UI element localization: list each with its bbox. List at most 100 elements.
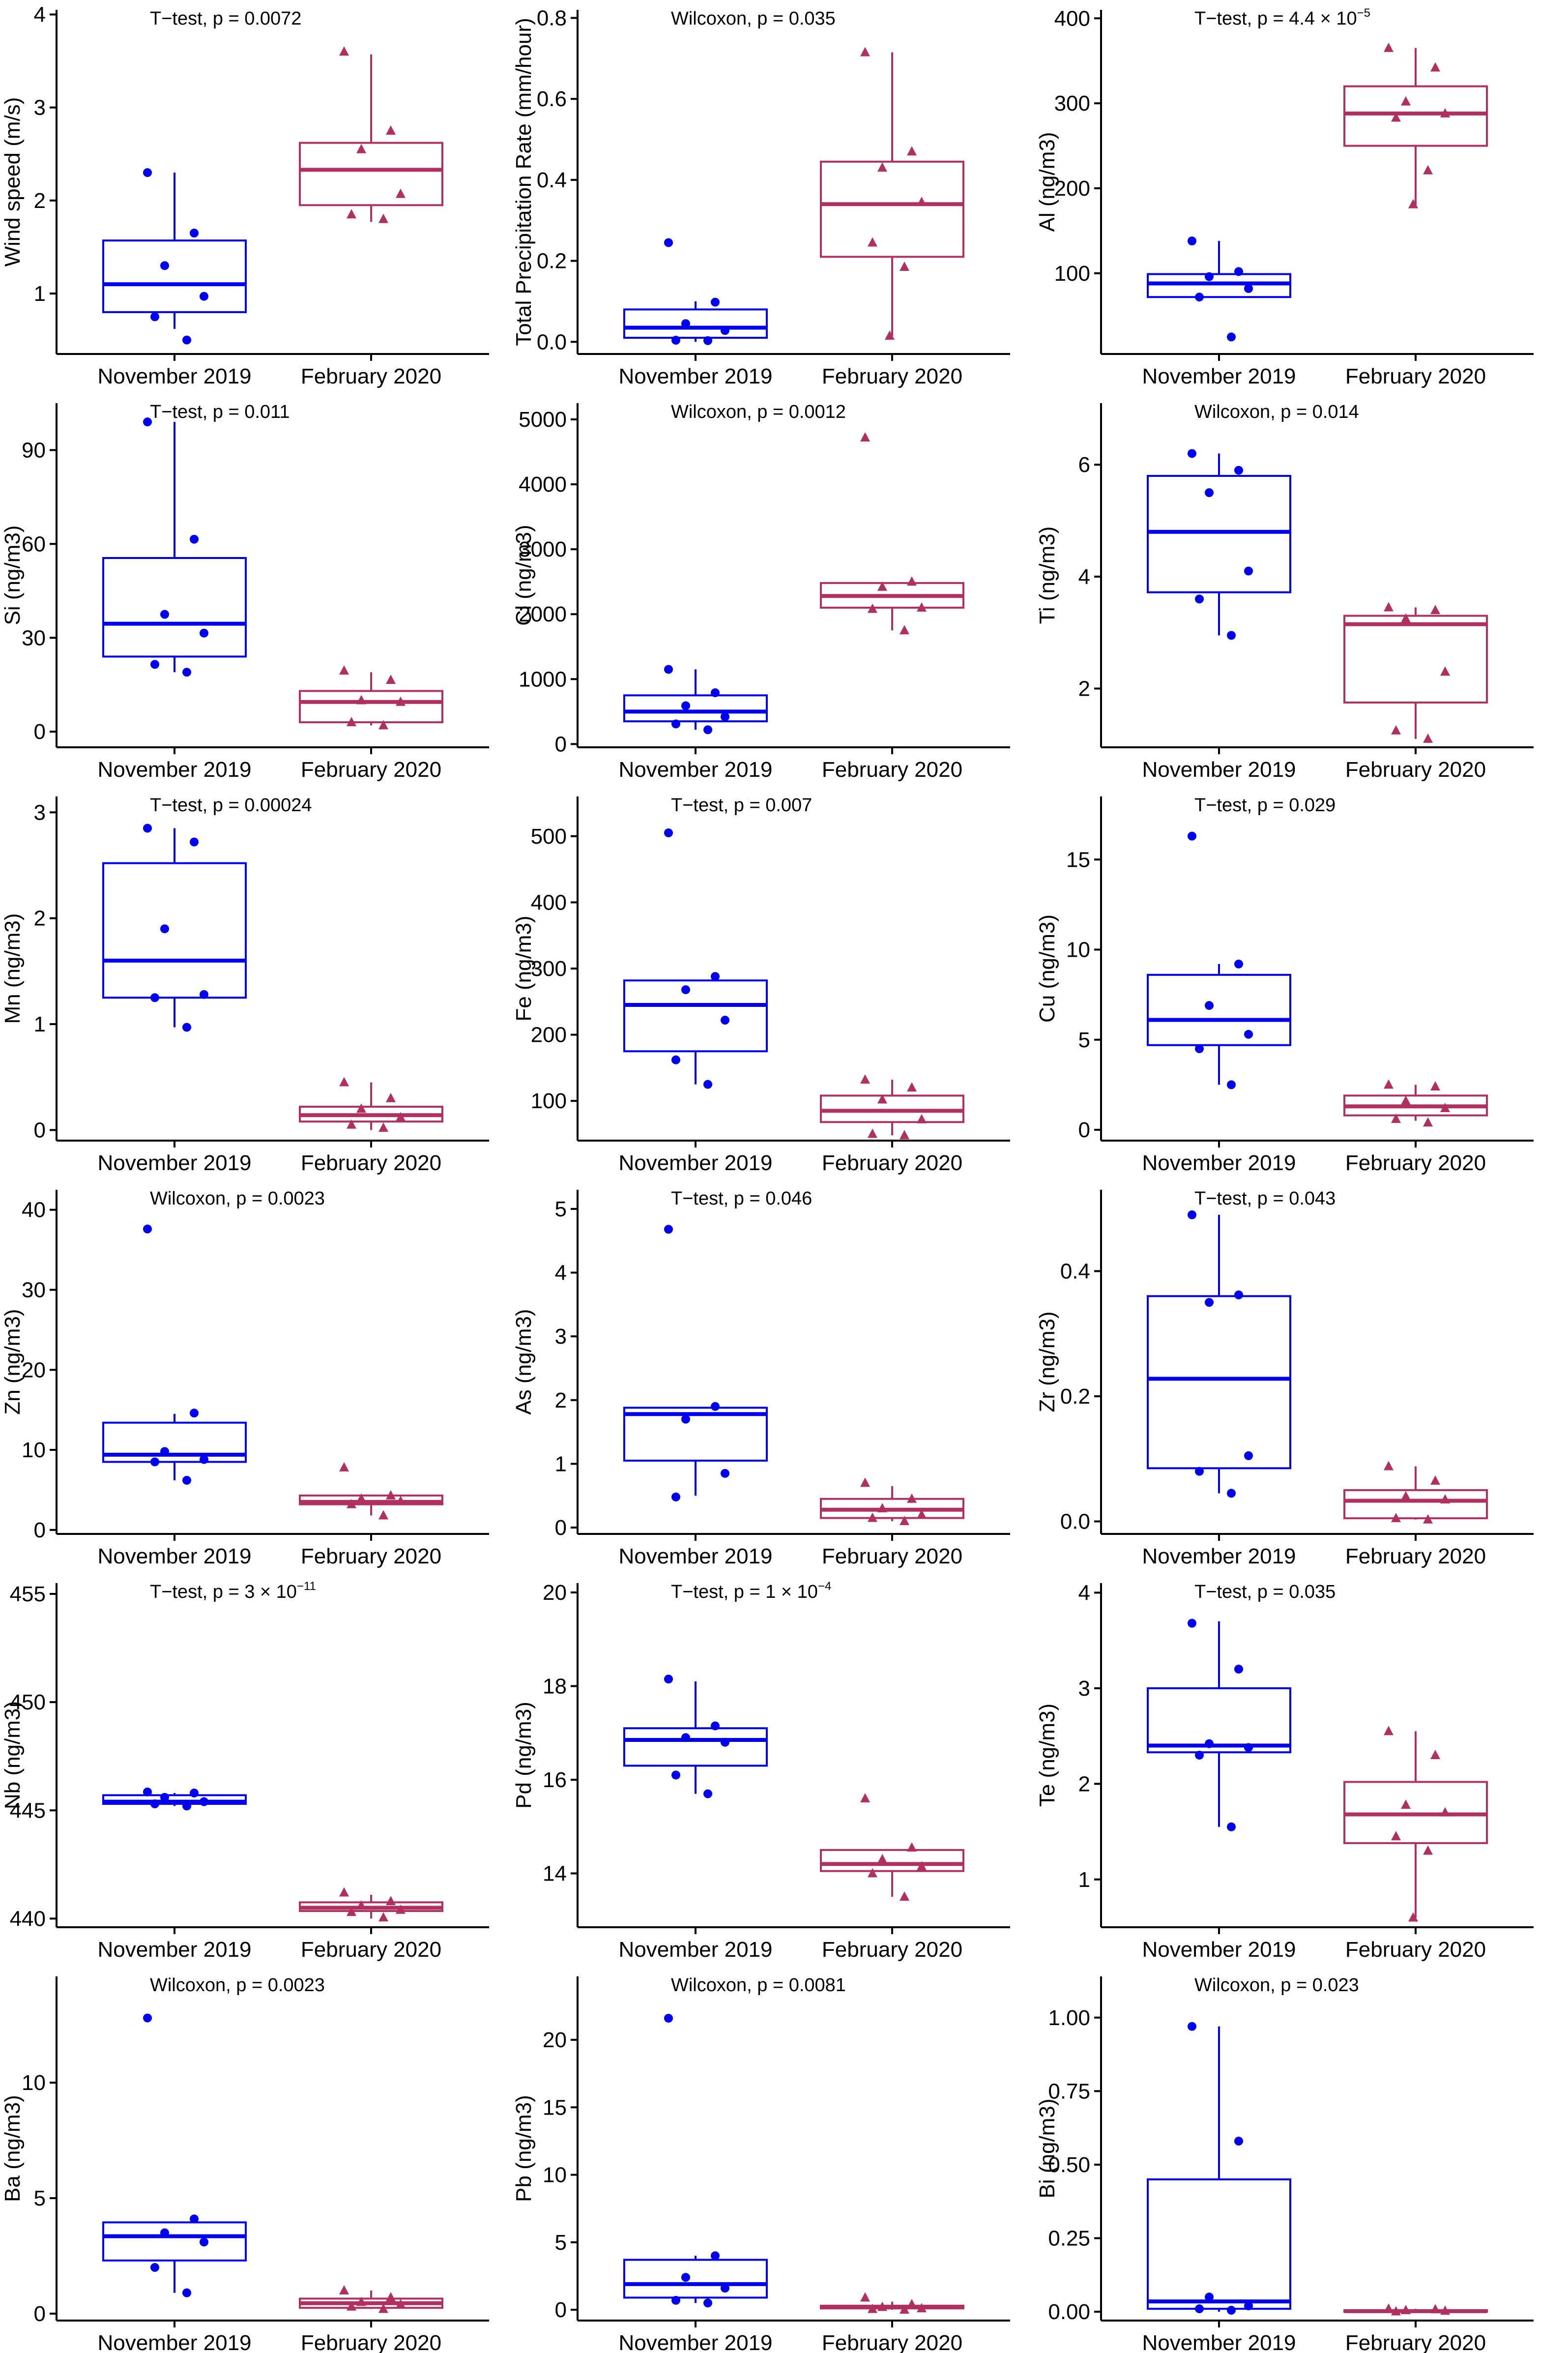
data-point xyxy=(356,695,366,705)
data-point xyxy=(907,576,917,586)
data-point xyxy=(190,229,199,238)
y-tick-label: 30 xyxy=(22,1278,46,1302)
y-tick-label: 1000 xyxy=(519,667,567,691)
data-point xyxy=(1401,96,1411,106)
data-point xyxy=(1440,666,1450,676)
data-point xyxy=(1227,1822,1236,1831)
series-november-2019 xyxy=(623,828,768,1089)
series-november-2019 xyxy=(1147,1210,1291,1498)
data-point xyxy=(664,1675,673,1684)
series-november-2019 xyxy=(102,1787,247,1811)
y-axis-title: Fe (ng/m3) xyxy=(512,915,536,1021)
data-point xyxy=(711,1721,720,1731)
data-point xyxy=(143,1224,152,1234)
data-point xyxy=(339,2285,349,2294)
series-november-2019 xyxy=(102,2013,247,2297)
data-point xyxy=(1195,2304,1204,2314)
y-tick-label: 90 xyxy=(22,438,46,462)
box xyxy=(623,1407,768,1462)
data-point xyxy=(150,660,159,669)
y-tick-label: 20 xyxy=(543,1581,567,1605)
data-point xyxy=(1188,831,1196,841)
y-tick-label: 1.00 xyxy=(1048,2006,1090,2030)
x-tick-label: February 2020 xyxy=(301,1938,441,1962)
data-point xyxy=(160,1793,169,1802)
box xyxy=(102,1421,247,1463)
y-tick-label: 4000 xyxy=(519,472,567,497)
data-point xyxy=(664,238,673,247)
y-axis-title: Ba (ng/m3) xyxy=(0,2095,25,2202)
y-tick-label: 5 xyxy=(1078,1028,1090,1052)
y-axis-title: Wind speed (m/s) xyxy=(0,97,25,267)
chart-panel-12: 0.0 0.2 0.4 Zr (ng/m3) November 2019 February… xyxy=(1035,1188,1534,1568)
data-point xyxy=(160,1447,169,1456)
data-point xyxy=(1401,613,1411,623)
test-annotation: T−test, p = 0.011 xyxy=(150,402,290,422)
box xyxy=(102,557,247,658)
data-point xyxy=(1195,1467,1204,1476)
data-point xyxy=(143,168,152,177)
y-tick-label: 1 xyxy=(34,282,46,306)
data-point xyxy=(1195,1044,1204,1054)
data-point xyxy=(356,1493,366,1503)
data-point xyxy=(900,2304,909,2314)
x-tick-label: November 2019 xyxy=(1142,1544,1296,1568)
chart-panel-7: 0 1 2 3 Mn (ng/m3) November 2019 February 2020… xyxy=(0,795,489,1175)
box xyxy=(1343,1489,1488,1520)
y-tick-label: 40 xyxy=(22,1198,46,1222)
data-point xyxy=(900,261,909,271)
data-point xyxy=(711,2251,720,2261)
box xyxy=(820,1094,964,1123)
data-point xyxy=(182,668,191,677)
data-point xyxy=(703,2298,712,2308)
data-point xyxy=(703,336,712,345)
series-february-2020 xyxy=(820,1074,964,1140)
x-tick-label: November 2019 xyxy=(97,2331,251,2353)
data-point xyxy=(356,2296,366,2306)
box xyxy=(820,1849,964,1872)
data-point xyxy=(917,602,927,612)
data-point xyxy=(160,261,169,270)
data-point xyxy=(1423,1117,1433,1127)
y-tick-label: 0.8 xyxy=(537,6,567,30)
data-point xyxy=(1408,1912,1418,1922)
y-tick-label: 0.6 xyxy=(537,87,567,111)
chart-panel-9: 0 5 10 15 Cu (ng/m3) November 2019 February 20… xyxy=(1035,795,1534,1175)
data-point xyxy=(703,1080,712,1089)
series-february-2020 xyxy=(1343,1726,1488,1922)
data-point xyxy=(711,1402,720,1411)
chart-panel-13: 440 445 450 455 Nb (ng/m3) November 2019 Febru… xyxy=(0,1580,489,1962)
chart-panel-14: 14 16 18 20 Pd (ng/m3) November 2019 February … xyxy=(512,1580,1010,1962)
data-point xyxy=(917,1861,927,1871)
data-point xyxy=(721,1469,729,1478)
x-tick-label: February 2020 xyxy=(301,364,441,388)
data-point xyxy=(386,2292,396,2302)
data-point xyxy=(1188,1210,1196,1219)
y-axis-title: Zr (ng/m3) xyxy=(1035,1311,1059,1412)
data-point xyxy=(339,1077,349,1087)
y-tick-label: 15 xyxy=(543,2095,567,2119)
y-axis-title: Cl (ng/m3) xyxy=(512,525,536,625)
data-point xyxy=(1440,1103,1450,1113)
data-point xyxy=(860,1477,870,1487)
data-point xyxy=(681,2273,690,2282)
data-point xyxy=(1391,1114,1401,1123)
data-point xyxy=(386,1092,396,1102)
data-point xyxy=(664,828,673,838)
x-tick-label: February 2020 xyxy=(822,364,962,388)
series-november-2019 xyxy=(623,1675,768,1798)
y-axis-title: As (ng/m3) xyxy=(512,1309,536,1414)
series-february-2020 xyxy=(1343,1461,1488,1524)
data-point xyxy=(721,712,729,721)
x-tick-label: February 2020 xyxy=(301,1151,441,1175)
data-point xyxy=(860,47,870,57)
data-point xyxy=(1430,605,1440,615)
data-point xyxy=(877,1853,887,1863)
x-tick-label: February 2020 xyxy=(301,2331,441,2353)
y-tick-label: 15 xyxy=(1066,848,1090,872)
data-point xyxy=(396,1496,406,1505)
data-point xyxy=(1188,2022,1196,2031)
data-point xyxy=(1440,2305,1450,2315)
data-point xyxy=(671,719,680,729)
test-annotation: Wilcoxon, p = 0.023 xyxy=(1194,1975,1359,1996)
